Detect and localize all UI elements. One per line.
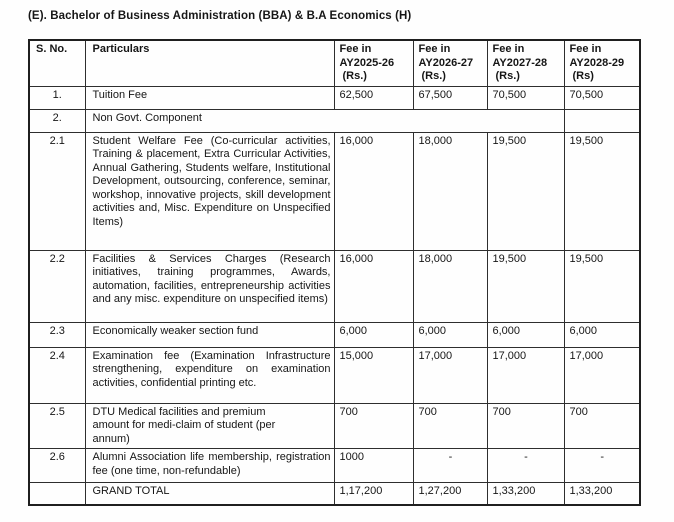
cell-fee-ay2027-28: 19,500 [486,131,565,251]
header-fee-line: Fee in [492,43,525,55]
cell-fee-ay2027-28: 700 [486,402,565,449]
cell-fee-ay2027-28: 19,500 [486,249,565,323]
table-row-alumni-association: 2.6 Alumni Association life membership, … [28,448,641,483]
cell-particulars: Facilities & Services Charges (Research … [84,249,335,323]
header-fee-ay2027-28: Fee in AY2027-28 (Rs.) [486,39,565,87]
cell-sno-empty [28,482,86,505]
document-title: (E). Bachelor of Business Administration… [28,10,412,22]
table-row-student-welfare-fee: 2.1 Student Welfare Fee (Co-curricular a… [28,131,641,251]
cell-fee-ay2028-29: 70,500 [563,85,641,110]
cell-fee-ay2026-27: 17,000 [412,346,488,404]
cell-fee-ay2028-29: 19,500 [563,249,641,323]
header-fee-year: AY2025-26 [339,56,395,69]
cell-fee-ay2027-28: - [486,448,565,483]
header-particulars: Particulars [84,39,335,87]
cell-fee-ay2028-29: 17,000 [563,346,641,404]
table-row-examination-fee: 2.4 Examination fee (Examination Infrast… [28,346,641,404]
header-fee-ay2025-26: Fee in AY2025-26 (Rs.) [333,39,414,87]
cell-fee-ay2025-26: 6,000 [333,321,414,348]
header-fee-year: AY2026-27 [418,56,474,69]
cell-fee-ay2025-26: 62,500 [333,85,414,110]
cell-fee-ay2025-26: 15,000 [333,346,414,404]
cell-particulars: Tuition Fee [84,85,335,110]
cell-particulars: DTU Medical facilities and premium amoun… [84,402,335,449]
cell-fee-ay2028-29: 6,000 [563,321,641,348]
header-fee-year: AY2028-29 [569,56,625,69]
cell-sno: 2.1 [28,131,86,251]
cell-fee-ay2026-27: 700 [412,402,488,449]
header-sno: S. No. [28,39,86,87]
header-fee-currency: (Rs) [572,70,594,82]
cell-fee-ay2028-29: 1,33,200 [563,482,641,505]
cell-fee-ay2026-27: 6,000 [412,321,488,348]
cell-particulars-text: DTU Medical facilities and premium amoun… [92,405,276,445]
cell-sno: 2.4 [28,346,86,404]
table-row-tuition-fee: 1. Tuition Fee 62,500 67,500 70,500 70,5… [28,85,641,110]
header-fee-currency: (Rs.) [421,70,446,82]
header-fee-currency: (Rs.) [495,70,520,82]
cell-fee-ay2028-29: 700 [563,402,641,449]
cell-section-title: Non Govt. Component [84,108,565,133]
cell-grand-total-label: GRAND TOTAL [84,482,335,505]
cell-fee-ay2026-27: 1,27,200 [412,482,488,505]
cell-fee-ay2025-26: 1000 [333,448,414,483]
cell-fee-ay2025-26: 700 [333,402,414,449]
cell-fee-ay2026-27: 18,000 [412,249,488,323]
cell-particulars: Economically weaker section fund [84,321,335,348]
table-header-row: S. No. Particulars Fee in AY2025-26 (Rs.… [28,39,641,87]
header-fee-line: Fee in [418,43,451,55]
cell-particulars: Alumni Association life membership, regi… [84,448,335,483]
cell-particulars: Examination fee (Examination Infrastruct… [84,346,335,404]
header-fee-line: Fee in [339,43,372,55]
table-row-grand-total: GRAND TOTAL 1,17,200 1,27,200 1,33,200 1… [28,482,641,505]
table-row-facilities-services-charges: 2.2 Facilities & Services Charges (Resea… [28,249,641,323]
cell-sno: 2.6 [28,448,86,483]
header-fee-currency: (Rs.) [342,70,367,82]
cell-sno: 2.5 [28,402,86,449]
cell-sno: 2.2 [28,249,86,323]
header-fee-line: Fee in [569,43,602,55]
table-row-non-govt-component: 2. Non Govt. Component [28,108,641,133]
cell-fee-ay2026-27: - [412,448,488,483]
cell-fee-ay2026-27: 67,500 [412,85,488,110]
header-fee-year: AY2027-28 [492,56,548,69]
cell-sno: 1. [28,85,86,110]
cell-sno: 2.3 [28,321,86,348]
cell-fee-ay2027-28: 1,33,200 [486,482,565,505]
cell-fee-ay2025-26: 1,17,200 [333,482,414,505]
cell-fee-ay2027-28: 70,500 [486,85,565,110]
cell-fee-ay2026-27: 18,000 [412,131,488,251]
cell-particulars: Student Welfare Fee (Co-curricular activ… [84,131,335,251]
cell-sno: 2. [28,108,86,133]
fee-table: S. No. Particulars Fee in AY2025-26 (Rs.… [28,39,641,506]
header-fee-ay2026-27: Fee in AY2026-27 (Rs.) [412,39,488,87]
cell-fee-ay2025-26: 16,000 [333,249,414,323]
table-row-dtu-medical: 2.5 DTU Medical facilities and premium a… [28,402,641,449]
cell-fee-ay2027-28: 6,000 [486,321,565,348]
cell-fee-ay2028-29: - [563,448,641,483]
cell-fee-ay2027-28: 17,000 [486,346,565,404]
cell-fee-ay2028-29: 19,500 [563,131,641,251]
cell-fee-ay2025-26: 16,000 [333,131,414,251]
table-row-ews-fund: 2.3 Economically weaker section fund 6,0… [28,321,641,348]
header-fee-ay2028-29: Fee in AY2028-29 (Rs) [563,39,641,87]
cell-fee-empty [563,108,641,133]
